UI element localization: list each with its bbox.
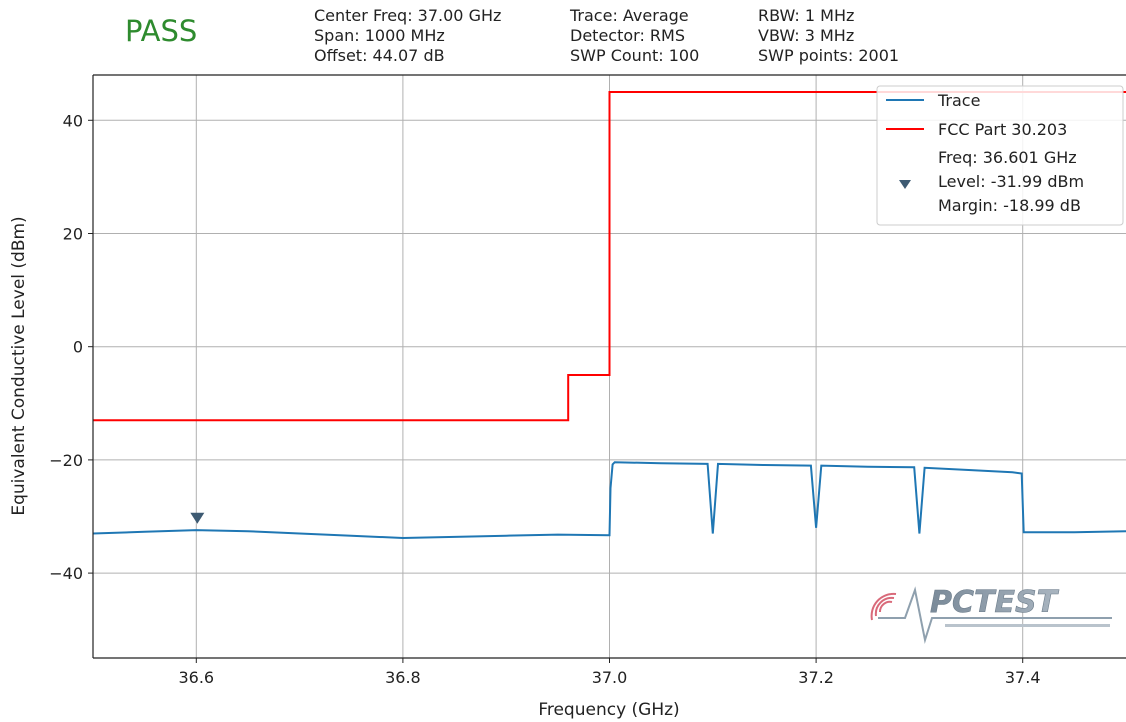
- legend-marker-margin: Margin: -18.99 dB: [938, 196, 1081, 215]
- signal-waves-icon: [870, 592, 897, 621]
- x-tick-label: 37.0: [592, 668, 628, 687]
- param-column-1: Center Freq: 37.00 GHz Span: 1000 MHz Of…: [314, 6, 501, 66]
- legend-marker-level: Level: -31.99 dBm: [938, 172, 1084, 191]
- logo-pulse-icon: [878, 586, 1112, 644]
- param-detector: Detector: RMS: [570, 26, 685, 45]
- pass-status-label: PASS: [125, 14, 198, 48]
- chart-legend: Trace FCC Part 30.203 Freq: 36.601 GHz L…: [876, 85, 1124, 226]
- trace-series-line: [93, 461, 1126, 540]
- param-column-3: RBW: 1 MHz VBW: 3 MHz SWP points: 2001: [758, 6, 899, 66]
- x-tick-label: 37.4: [1005, 668, 1041, 687]
- chart-series-layer: [93, 91, 1126, 540]
- y-axis-label: Equivalent Conductive Level (dBm): [9, 216, 29, 515]
- fcc-limit-line: [93, 91, 1126, 422]
- y-tick-label: −40: [49, 564, 83, 583]
- logo-text: PCTEST: [930, 585, 1060, 620]
- x-tick-label: 36.8: [385, 668, 421, 687]
- param-span: Span: 1000 MHz: [314, 26, 445, 45]
- x-tick-label: 37.2: [798, 668, 834, 687]
- x-axis-label: Frequency (GHz): [538, 700, 679, 720]
- legend-trace-label: Trace: [937, 91, 980, 110]
- peak-marker-icon: [190, 512, 205, 524]
- pctest-logo: PCTEST: [870, 585, 1112, 644]
- param-rbw: RBW: 1 MHz: [758, 6, 855, 25]
- chart-ticks: 36.6 36.8 37.0 37.2 37.4 40 20 0 −20 −40: [49, 111, 1040, 687]
- legend-marker-icon: [899, 180, 911, 189]
- y-tick-label: 40: [63, 111, 83, 130]
- param-vbw: VBW: 3 MHz: [758, 26, 855, 45]
- legend-box: [876, 85, 1124, 226]
- param-column-2: Trace: Average Detector: RMS SWP Count: …: [570, 6, 699, 66]
- param-center-freq: Center Freq: 37.00 GHz: [314, 6, 502, 25]
- chart-marker-layer: [190, 512, 205, 524]
- y-tick-label: 0: [73, 338, 83, 357]
- param-trace: Trace: Average: [570, 6, 689, 25]
- param-offset: Offset: 44.07 dB: [314, 46, 445, 65]
- param-swp-count: SWP Count: 100: [570, 46, 700, 65]
- y-tick-label: 20: [63, 224, 83, 243]
- y-tick-label: −20: [49, 451, 83, 470]
- legend-marker-freq: Freq: 36.601 GHz: [938, 148, 1077, 167]
- legend-limit-label: FCC Part 30.203: [938, 120, 1067, 139]
- x-tick-label: 36.6: [178, 668, 214, 687]
- logo-tagline-bar: [945, 624, 1110, 627]
- param-swp-points: SWP points: 2001: [758, 46, 900, 65]
